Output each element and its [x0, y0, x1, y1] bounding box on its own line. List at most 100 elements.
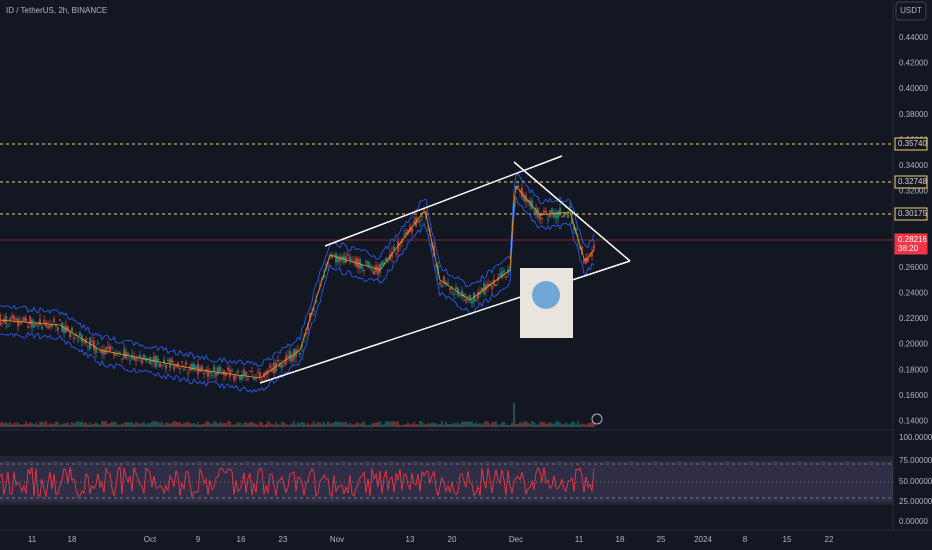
candle-body — [91, 341, 93, 343]
volume-bar — [383, 423, 385, 427]
volume-bar — [389, 421, 391, 427]
candle-body — [291, 355, 293, 362]
candle-body — [165, 365, 167, 369]
volume-bar — [547, 423, 549, 427]
candle-body — [361, 264, 363, 269]
candle-body — [591, 252, 593, 257]
volume-bar — [313, 421, 315, 427]
candle-body — [39, 318, 41, 326]
volume-bar — [13, 422, 15, 427]
volume-bar — [205, 421, 207, 427]
candle-body — [125, 351, 127, 359]
volume-bar — [7, 423, 9, 427]
volume-bar — [483, 422, 485, 427]
candle-body — [427, 228, 429, 230]
candle-body — [245, 371, 247, 377]
candle-body — [149, 357, 151, 365]
watermark-face — [532, 281, 560, 309]
volume-bar — [301, 421, 303, 427]
volume-bar — [461, 421, 463, 427]
volume-bar — [565, 422, 567, 427]
candle-body — [569, 206, 571, 208]
price-label: 0.42000 — [899, 59, 928, 68]
time-label: 2024 — [694, 535, 712, 544]
volume-bar — [585, 424, 587, 427]
volume-bar — [269, 422, 271, 427]
candle-body — [19, 321, 21, 324]
volume-bar — [131, 422, 133, 427]
candle-body — [455, 287, 457, 290]
volume-bar — [325, 424, 327, 427]
candle-body — [347, 254, 349, 256]
candle-body — [217, 367, 219, 375]
volume-bar — [349, 422, 351, 427]
trendline[interactable] — [513, 161, 631, 262]
volume-bar — [255, 423, 257, 427]
volume-bar — [529, 423, 531, 427]
trendline[interactable] — [324, 155, 563, 247]
volume-bar — [365, 424, 367, 427]
volume-bar — [101, 421, 103, 427]
candle-body — [551, 208, 553, 214]
candle-body — [379, 264, 381, 273]
price-tag — [894, 137, 928, 151]
currency-box[interactable] — [895, 1, 927, 21]
volume-bar — [161, 421, 163, 427]
candle-body — [249, 371, 251, 373]
candle-body — [499, 273, 501, 277]
candle-body — [383, 262, 385, 265]
candle-body — [281, 364, 283, 368]
volume-bar — [139, 423, 141, 427]
volume-bar — [439, 423, 441, 427]
candle-body — [559, 207, 561, 213]
volume-bar — [147, 423, 149, 427]
volume-bar — [329, 423, 331, 427]
symbol-title[interactable]: ID / TetherUS, 2h, BINANCE — [6, 6, 107, 15]
volume-bar — [69, 424, 71, 427]
candle-body — [545, 210, 547, 213]
volume-bar — [353, 424, 355, 427]
candle-body — [237, 370, 239, 373]
volume-bar — [543, 422, 545, 427]
volume-bar — [495, 421, 497, 427]
candle-body — [533, 210, 535, 212]
volume-bar — [1, 421, 3, 427]
candle-body — [461, 290, 463, 297]
candle-body — [563, 212, 565, 217]
volume-bar — [3, 423, 5, 427]
volume-bar — [555, 421, 557, 427]
candle-body — [309, 312, 311, 321]
volume-bar — [99, 424, 101, 427]
candle-body — [135, 358, 137, 361]
volume-bar — [253, 423, 255, 427]
volume-bar — [487, 421, 489, 427]
time-label: 13 — [406, 535, 415, 544]
volume-bar — [281, 422, 283, 427]
candle-body — [7, 325, 9, 327]
volume-bar — [129, 422, 131, 427]
candle-body — [95, 348, 97, 353]
candle-body — [59, 319, 61, 321]
candle-body — [555, 211, 557, 218]
band-upper — [0, 173, 595, 368]
volume-bar — [245, 421, 247, 427]
candle-body — [69, 331, 71, 338]
currency[interactable]: USDT — [900, 6, 922, 15]
candle-body — [227, 367, 229, 371]
volume-bar — [83, 422, 85, 427]
volume-bar — [491, 422, 493, 427]
volume-bar — [233, 424, 235, 427]
candle-body — [141, 359, 143, 364]
volume-bar — [337, 422, 339, 427]
time-label: 8 — [743, 535, 748, 544]
candle-body — [27, 326, 29, 328]
rsi-label: 25.00000 — [899, 497, 932, 506]
candle-body — [421, 216, 423, 218]
volume-bar — [469, 421, 471, 427]
candle-body — [387, 260, 389, 262]
volume-bar — [145, 424, 147, 427]
replay-icon[interactable] — [591, 413, 603, 425]
rsi-label: 75.00000 — [899, 456, 932, 465]
candle-body — [63, 326, 65, 334]
